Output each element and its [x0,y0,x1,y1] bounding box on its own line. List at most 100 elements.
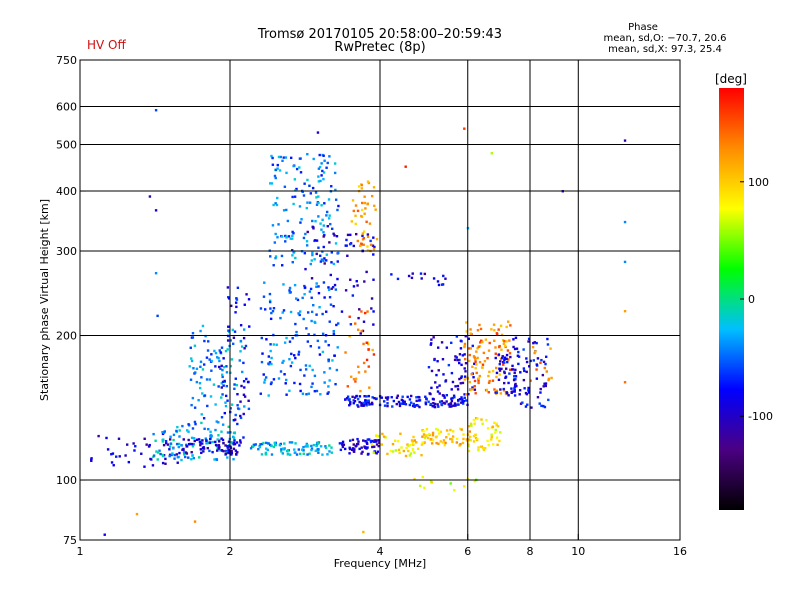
scatter-point [308,184,311,187]
scatter-point [209,395,213,398]
scatter-point [435,373,438,377]
scatter-point [479,327,483,331]
scatter-point [310,385,313,389]
scatter-point [363,394,366,398]
scatter-point [355,280,358,283]
scatter-point [458,444,461,447]
scatter-point [295,167,299,171]
scatter-point [476,329,480,332]
scatter-point [312,157,315,161]
scatter-point [423,441,426,444]
scatter-point [539,387,542,391]
scatter-point [220,382,223,385]
scatter-point [339,448,343,452]
scatter-point [367,399,370,402]
scatter-point [233,387,236,391]
scatter-point [453,488,456,492]
scatter-point [475,350,478,353]
scatter-point [304,267,307,271]
scatter-point [90,459,93,463]
scatter-point [238,359,241,362]
scatter-point [209,437,212,441]
scatter-point [441,357,445,361]
scatter-point [342,443,346,446]
scatter-point [432,336,435,339]
scatter-point [285,235,288,238]
scatter-point [247,298,251,301]
scatter-point [366,442,369,445]
scatter-point [341,440,345,444]
scatter-point [481,422,484,425]
scatter-point [522,367,526,370]
scatter-point [498,373,501,376]
scatter-point [265,441,268,445]
scatter-point [244,344,248,348]
scatter-point [282,209,286,212]
scatter-point [413,478,416,481]
scatter-point [345,244,348,247]
scatter-point [502,361,506,364]
scatter-point [542,404,545,408]
scatter-point [321,453,324,456]
scatter-point [253,443,256,447]
scatter-point [311,186,315,190]
scatter-point [182,438,185,441]
scatter-point [451,430,455,433]
scatter-point [450,399,454,403]
scatter-point [436,280,440,283]
scatter-point [496,443,499,446]
scatter-point [357,440,360,443]
scatter-point [209,435,213,438]
scatter-point [503,356,507,359]
scatter-point [308,452,311,455]
scatter-point [325,214,328,217]
scatter-point [106,448,110,451]
scatter-point [433,358,436,362]
scatter-point [364,446,367,449]
scatter-point [348,452,351,455]
scatter-point [352,443,355,446]
scatter-point [271,163,275,166]
scatter-point [380,396,384,399]
scatter-point [546,337,549,341]
scatter-point [461,402,465,405]
scatter-point [447,432,450,436]
scatter-point [491,425,495,428]
scatter-point [236,451,239,454]
scatter-point [176,455,180,459]
scatter-point [204,334,207,338]
scatter-point [389,449,392,453]
scatter-point [440,400,444,403]
scatter-point [337,204,340,208]
scatter-point [513,394,517,397]
scatter-point [397,448,401,452]
scatter-point [481,446,485,450]
scatter-point [208,358,211,361]
scatter-point [352,402,355,405]
scatter-point [360,446,363,449]
scatter-point [365,358,369,362]
scatter-point [214,428,217,432]
scatter-point [518,389,522,392]
scatter-point [447,363,451,367]
scatter-point [404,454,408,458]
scatter-point [178,435,181,438]
scatter-point [395,402,398,406]
scatter-point [433,402,437,406]
scatter-point [440,403,444,407]
scatter-point [459,382,462,385]
x-tick-label: 16 [673,545,687,558]
scatter-point [361,329,365,333]
scatter-point [383,404,387,407]
scatter-point [192,367,195,370]
scatter-point [222,384,225,387]
scatter-point [458,377,461,381]
scatter-point [467,440,470,443]
scatter-point [349,375,353,378]
scatter-point [270,362,273,366]
scatter-point [469,439,472,442]
scatter-point [399,432,402,435]
scatter-point [368,403,371,406]
scatter-point [503,344,507,347]
